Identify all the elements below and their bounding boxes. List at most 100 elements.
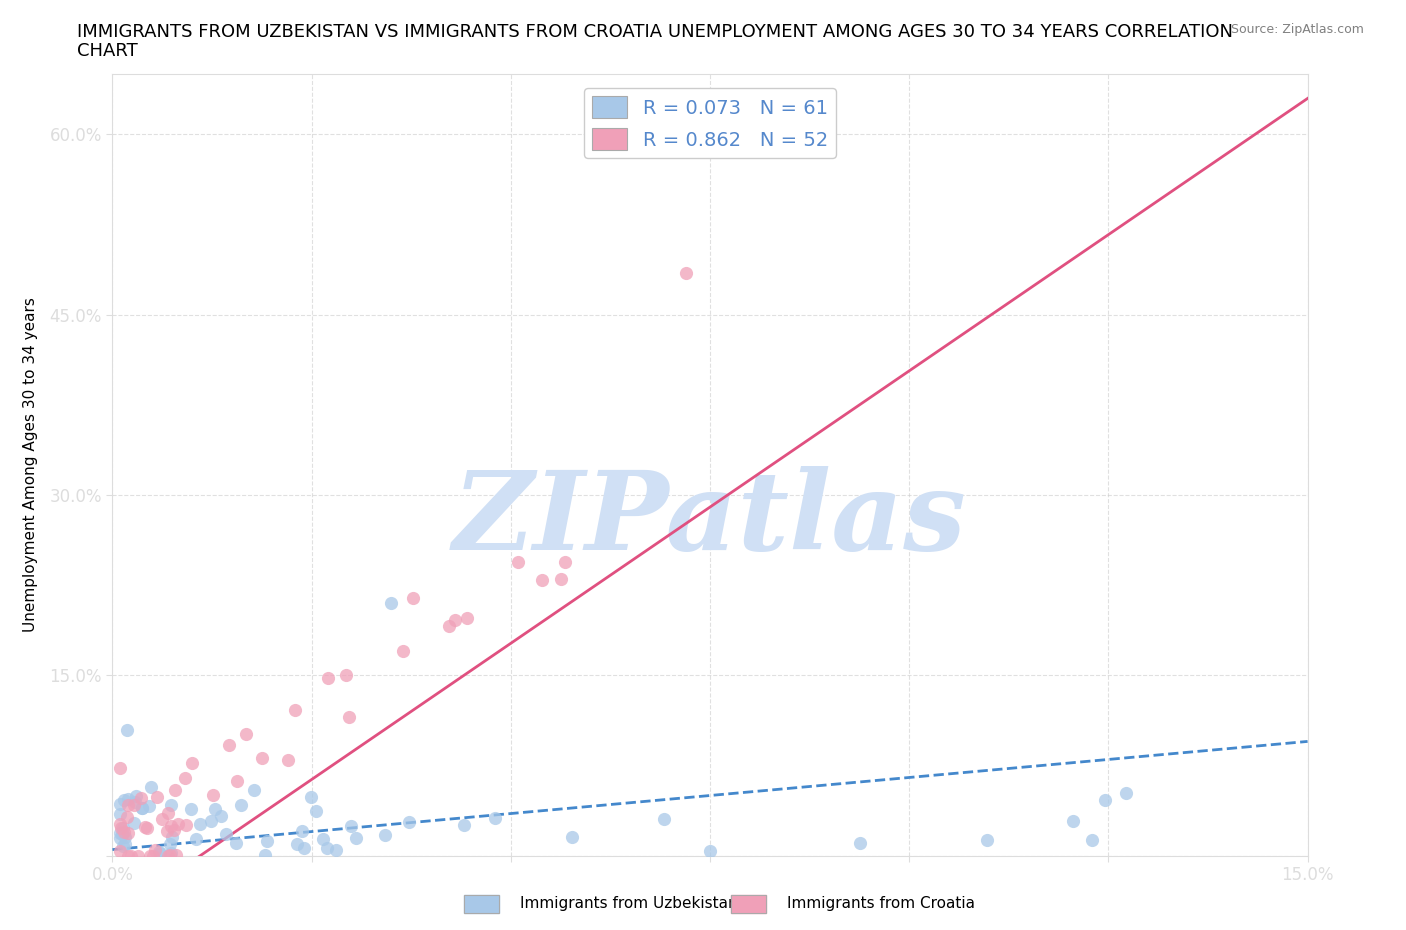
Legend: R = 0.073   N = 61, R = 0.862   N = 52: R = 0.073 N = 61, R = 0.862 N = 52 <box>585 88 835 158</box>
Point <box>131 790 153 805</box>
Point <box>162 823 184 838</box>
Point <box>167 817 190 831</box>
Point <box>335 667 357 682</box>
Point <box>209 809 232 824</box>
Point <box>120 848 142 863</box>
Point <box>277 753 299 768</box>
Point <box>174 771 197 786</box>
Point <box>114 836 136 851</box>
Point <box>550 572 572 587</box>
Point <box>218 737 240 752</box>
Text: Immigrants from Uzbekistan: Immigrants from Uzbekistan <box>520 897 738 911</box>
Point <box>136 820 159 835</box>
Point <box>453 817 475 832</box>
Text: Immigrants from Croatia: Immigrants from Croatia <box>787 897 976 911</box>
Point <box>115 809 138 824</box>
Point <box>699 844 721 858</box>
Point <box>139 848 162 863</box>
Point <box>111 827 134 842</box>
Text: Source: ZipAtlas.com: Source: ZipAtlas.com <box>1230 23 1364 36</box>
Point <box>225 835 247 850</box>
Point <box>117 798 139 813</box>
Point <box>398 815 420 830</box>
Point <box>215 827 238 842</box>
Point <box>186 831 208 846</box>
Point <box>250 751 273 766</box>
Point <box>444 613 467 628</box>
Y-axis label: Unemployment Among Ages 30 to 34 years: Unemployment Among Ages 30 to 34 years <box>24 298 38 632</box>
Point <box>131 800 153 815</box>
Point <box>284 703 307 718</box>
Point <box>159 836 181 851</box>
Point <box>114 830 136 844</box>
Point <box>190 817 212 831</box>
Point <box>143 843 166 857</box>
Point <box>675 265 697 280</box>
Point <box>110 817 132 831</box>
Point <box>115 723 138 737</box>
Point <box>110 806 132 821</box>
Point <box>110 844 132 858</box>
Point <box>253 848 276 863</box>
Point <box>110 797 132 812</box>
Point <box>402 591 425 605</box>
Point <box>256 833 278 848</box>
Point <box>124 816 146 830</box>
Point <box>117 791 139 806</box>
Point <box>138 799 160 814</box>
Point <box>181 756 204 771</box>
Point <box>506 554 529 569</box>
Text: ZIPatlas: ZIPatlas <box>453 466 967 574</box>
Point <box>148 844 170 859</box>
Point <box>112 824 135 839</box>
Point <box>202 787 225 802</box>
Point <box>316 840 339 855</box>
Point <box>229 797 252 812</box>
Point <box>131 801 153 816</box>
Point <box>110 826 132 841</box>
Point <box>285 837 308 852</box>
Point <box>124 795 146 810</box>
Point <box>291 824 314 839</box>
Point <box>976 833 998 848</box>
Point <box>150 812 173 827</box>
Point <box>180 802 202 817</box>
Point <box>141 779 163 794</box>
Point <box>157 806 180 821</box>
Point <box>456 611 478 626</box>
Point <box>337 711 360 725</box>
Point <box>117 848 139 863</box>
Text: IMMIGRANTS FROM UZBEKISTAN VS IMMIGRANTS FROM CROATIA UNEMPLOYMENT AMONG AGES 30: IMMIGRANTS FROM UZBEKISTAN VS IMMIGRANTS… <box>77 23 1233 41</box>
Point <box>112 820 135 835</box>
Point <box>165 847 187 862</box>
Point <box>157 848 180 863</box>
Point <box>374 828 396 843</box>
Point <box>122 797 145 812</box>
Point <box>530 572 553 587</box>
Point <box>235 726 257 741</box>
Point <box>141 848 163 863</box>
Point <box>243 783 266 798</box>
Point <box>392 644 415 658</box>
Point <box>312 831 335 846</box>
Point <box>316 671 339 685</box>
Point <box>1115 786 1137 801</box>
Point <box>325 843 347 857</box>
Point <box>110 820 132 835</box>
Point <box>305 804 328 818</box>
Point <box>1094 792 1116 807</box>
Point <box>110 830 132 845</box>
Point <box>159 845 181 860</box>
Point <box>112 792 135 807</box>
Point <box>204 802 226 817</box>
Point <box>112 838 135 853</box>
Point <box>292 841 315 856</box>
Point <box>149 845 172 860</box>
Point <box>110 761 132 776</box>
Point <box>160 797 183 812</box>
Point <box>146 790 169 804</box>
Point <box>484 811 506 826</box>
Point <box>159 847 181 862</box>
Point <box>226 774 249 789</box>
Point <box>163 783 186 798</box>
